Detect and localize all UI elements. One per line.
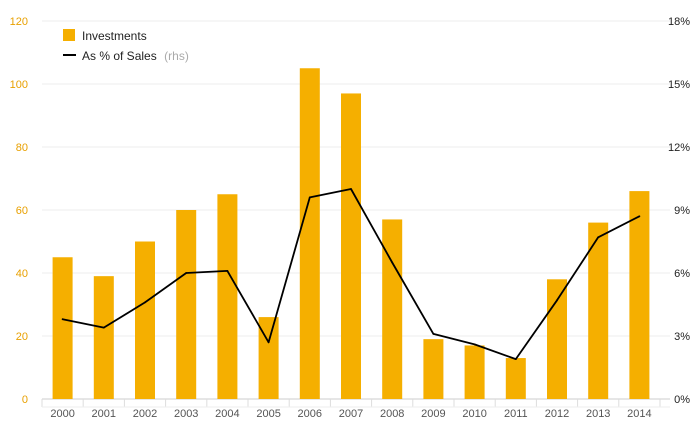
x-tick-label: 2007 bbox=[339, 408, 363, 420]
legend-label-investments: Investments bbox=[82, 29, 147, 43]
x-tick-label: 2001 bbox=[92, 408, 116, 420]
bar-series-investments bbox=[52, 68, 650, 399]
bar-2006 bbox=[299, 68, 320, 399]
line-point-2012 bbox=[556, 299, 558, 302]
legend-label-pct-sales-name: As % of Sales bbox=[82, 49, 157, 63]
left-y-axis: 0 20 40 60 80 100 120 bbox=[10, 16, 28, 406]
line-point-2011 bbox=[514, 358, 517, 360]
line-point-2014 bbox=[638, 215, 641, 218]
bar-2012 bbox=[547, 279, 567, 399]
x-tick-label: 2002 bbox=[133, 408, 157, 420]
bar-2010 bbox=[464, 345, 485, 399]
x-tick-label: 2006 bbox=[298, 408, 322, 420]
x-tick-label: 2004 bbox=[215, 408, 239, 420]
x-tick-label: 2014 bbox=[627, 408, 651, 420]
bar-2003 bbox=[176, 210, 197, 399]
x-tick-label: 2008 bbox=[380, 408, 404, 420]
x-tick-label: 2010 bbox=[462, 408, 486, 420]
bar-2013 bbox=[588, 222, 609, 399]
line-point-2000 bbox=[61, 318, 64, 321]
y-tick-left: 60 bbox=[16, 205, 28, 217]
line-series-pct-sales bbox=[61, 188, 641, 361]
y-tick-left: 20 bbox=[16, 331, 28, 343]
y-tick-right: 0% bbox=[674, 394, 690, 406]
y-tick-left: 100 bbox=[10, 79, 28, 91]
bar-2009 bbox=[423, 339, 444, 399]
y-tick-right: 12% bbox=[668, 142, 690, 154]
line-point-2006 bbox=[308, 196, 311, 199]
x-tick-label: 2000 bbox=[50, 408, 74, 420]
y-tick-right: 9% bbox=[674, 205, 690, 217]
line-point-2007 bbox=[350, 188, 352, 190]
y-tick-right: 15% bbox=[668, 79, 690, 91]
line-point-2003 bbox=[185, 272, 188, 274]
x-axis: 2000 2001 2002 2003 2004 2005 2006 2007 2008 2009… bbox=[50, 408, 651, 420]
y-tick-right: 18% bbox=[668, 16, 690, 28]
bar-2000 bbox=[52, 257, 73, 399]
y-tick-right: 3% bbox=[674, 331, 690, 343]
y-tick-left: 0 bbox=[22, 394, 28, 406]
bar-2001 bbox=[93, 276, 114, 399]
bar-2008 bbox=[382, 219, 403, 399]
bar-2007 bbox=[341, 93, 361, 399]
legend-label-pct-sales: As % of Sales (rhs) bbox=[82, 47, 189, 64]
y-tick-left: 120 bbox=[10, 16, 28, 28]
legend-swatch-investments bbox=[63, 29, 75, 41]
bar-2004 bbox=[217, 194, 238, 399]
line-point-2002 bbox=[144, 301, 146, 304]
y-tick-right: 6% bbox=[674, 268, 690, 280]
bar-2002 bbox=[135, 241, 155, 399]
line-point-2008 bbox=[391, 261, 394, 264]
x-tick-label: 2003 bbox=[174, 408, 198, 420]
x-tick-label: 2013 bbox=[586, 408, 610, 420]
line-point-2013 bbox=[597, 236, 600, 239]
legend: Investments As % of Sales (rhs) bbox=[63, 29, 189, 64]
legend-label-pct-sales-suffix: (rhs) bbox=[164, 49, 189, 63]
line-point-2004 bbox=[226, 270, 229, 272]
bar-2014 bbox=[629, 191, 650, 399]
bar-2011 bbox=[505, 358, 526, 399]
line-point-2001 bbox=[102, 326, 105, 329]
x-tick-label: 2009 bbox=[421, 408, 445, 420]
line-point-2009 bbox=[432, 333, 435, 335]
x-tick-label: 2011 bbox=[504, 408, 528, 420]
x-tick-label: 2005 bbox=[256, 408, 280, 420]
x-tick-label: 2012 bbox=[545, 408, 569, 420]
bar-2005 bbox=[258, 317, 279, 399]
y-tick-left: 80 bbox=[16, 142, 28, 154]
line-point-2005 bbox=[267, 341, 270, 344]
y-tick-left: 40 bbox=[16, 268, 28, 280]
line-point-2010 bbox=[473, 343, 476, 346]
right-y-axis: 0% 3% 6% 9% 12% 15% 18% bbox=[668, 16, 690, 406]
